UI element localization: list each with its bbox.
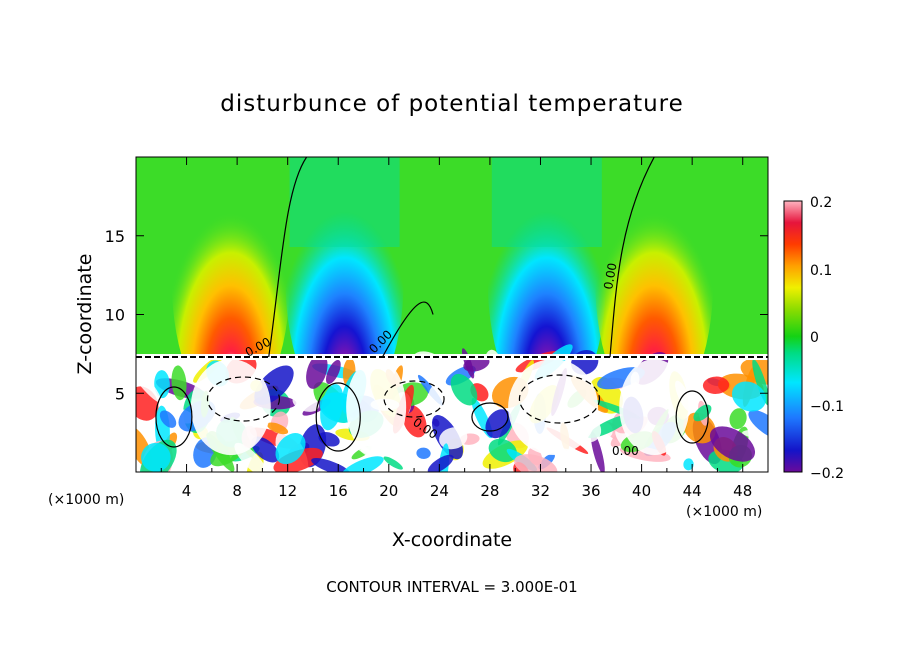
- x-tick-label: 44: [683, 482, 702, 500]
- turbulence-patch: [709, 426, 756, 462]
- turbulence-patch: [292, 393, 320, 412]
- turbulence-patch: [752, 359, 768, 406]
- cold-plume: [289, 157, 400, 247]
- cold-anomaly: [285, 157, 404, 417]
- turbulence-patch: [748, 410, 768, 440]
- warm-anomaly: [595, 157, 714, 417]
- turbulence-patch: [320, 384, 344, 431]
- turbulence-patch: [683, 458, 694, 471]
- x-tick-label: 28: [480, 482, 499, 500]
- turbulence-patch: [383, 456, 403, 470]
- zero-contour: [381, 301, 434, 358]
- colorbar: 0.2 0.1 0 −0.1 −0.2: [783, 195, 844, 482]
- turbulence-patch: [306, 353, 328, 389]
- colorbar-tick-label: −0.1: [810, 399, 844, 415]
- y-tick-label: 10: [105, 306, 125, 325]
- x-tick-label: 20: [379, 482, 398, 500]
- contour-lines: [155, 157, 709, 452]
- turbulence-patch: [488, 438, 517, 463]
- x-tick-label: 4: [182, 482, 192, 500]
- lower-field-layer: [136, 344, 768, 472]
- x-tick-label: 12: [278, 482, 297, 500]
- turbulence-patch: [275, 433, 306, 465]
- x-tick-label: 24: [430, 482, 449, 500]
- y-tick-labels: 5 10 15: [105, 227, 125, 404]
- x-tick-label: 32: [531, 482, 550, 500]
- turbulence-patch: [273, 447, 323, 472]
- colorbar-tick-label: −0.2: [810, 466, 844, 482]
- x-tick-label: 48: [733, 482, 752, 500]
- positive-contour: [315, 382, 361, 452]
- y-axis-ticks: [136, 235, 768, 394]
- turbulence-patch: [154, 370, 170, 399]
- neutral-plume: [346, 359, 407, 456]
- contour-interval-note: CONTOUR INTERVAL = 3.000E-01: [326, 578, 577, 596]
- positive-contour: [471, 402, 509, 432]
- zero-contour: [268, 157, 308, 358]
- zero-contour: [609, 157, 655, 358]
- x-tick-labels: 4 8 12 16 20 24 28 32 36 40 44 48: [182, 482, 752, 500]
- chart-title: disturbunce of potential temperature: [220, 91, 684, 117]
- turbulence-patch: [428, 382, 453, 406]
- neutral-plume: [619, 359, 690, 456]
- turbulence-patch: [251, 436, 280, 463]
- negative-contour: [518, 374, 601, 424]
- x-tick-label: 8: [232, 482, 242, 500]
- cold-anomaly: [487, 157, 606, 417]
- y-tick-label: 15: [105, 227, 125, 246]
- upper-field-layer: [171, 157, 714, 417]
- colorbar-scale: [783, 200, 803, 473]
- x-axis-label: X-coordinate: [392, 529, 512, 551]
- turbulence-patch: [450, 373, 478, 406]
- positive-contour: [675, 390, 709, 444]
- turbulence-patch: [742, 429, 768, 440]
- turbulence-patch: [514, 454, 558, 472]
- turbulence-patch: [311, 458, 351, 472]
- x-unit-label-left: (×1000 m): [48, 492, 124, 508]
- turbulence-patch: [141, 442, 171, 472]
- y-tick-label: 5: [115, 384, 125, 403]
- x-tick-label: 36: [581, 482, 600, 500]
- contour-label: 0.00: [612, 444, 639, 458]
- x-tick-label: 40: [632, 482, 651, 500]
- turbulence-patch: [729, 408, 747, 430]
- contour-label: 0.00: [601, 262, 619, 291]
- y-axis-label: Z-coordinate: [74, 254, 96, 375]
- x-unit-label-right: (×1000 m): [686, 504, 762, 520]
- cold-plume: [491, 157, 602, 247]
- colorbar-tick-label: 0.1: [810, 263, 832, 279]
- turbulence-patch: [266, 422, 289, 435]
- colorbar-tick-label: 0.2: [810, 195, 832, 211]
- negative-contour: [383, 380, 445, 418]
- negative-contour: [206, 376, 281, 422]
- colorbar-tick-label: 0: [810, 330, 819, 346]
- turbulence-patch: [159, 410, 177, 428]
- neutral-plume: [190, 359, 271, 456]
- turbulence-patch: [340, 456, 384, 472]
- warm-anomaly: [171, 157, 290, 417]
- positive-contour: [155, 386, 193, 448]
- turbulence-patch: [416, 447, 431, 459]
- x-axis-ticks: [160, 157, 744, 472]
- turbulence-patch: [427, 454, 454, 472]
- x-tick-label: 16: [329, 482, 348, 500]
- turbulence-patch: [590, 431, 605, 472]
- turbulence-patch: [731, 381, 767, 412]
- plot-field: [136, 157, 768, 472]
- turbulence-patch: [326, 359, 341, 385]
- turbulence-patch: [702, 376, 730, 394]
